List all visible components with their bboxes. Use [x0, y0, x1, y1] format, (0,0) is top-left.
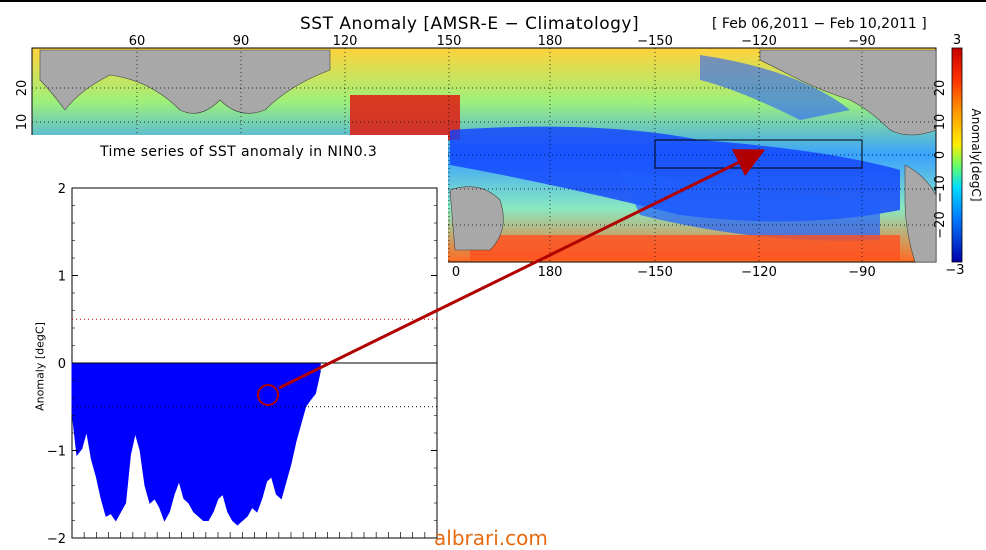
left-lat-tick: 10 [15, 114, 30, 131]
chart-title: Time series of SST anomaly in NIN0.3 [100, 144, 378, 160]
right-lat-tick: −10 [933, 175, 948, 202]
right-lat-tick: 20 [933, 80, 948, 97]
map-title: SST Anomaly [AMSR-E − Climatology] [300, 14, 640, 34]
top-lon-tick: 150 [437, 34, 462, 49]
right-lat-tick: 0 [933, 151, 948, 159]
left-lat-tick: 20 [15, 80, 30, 97]
bottom-lon-tick: −120 [741, 265, 777, 280]
top-lon-tick: −90 [848, 34, 875, 49]
right-lat-tick: −20 [933, 211, 948, 238]
top-lon-tick: 90 [233, 34, 250, 49]
bottom-lon-tick: −150 [637, 265, 673, 280]
right-lat-tick: 10 [933, 114, 948, 131]
colorbar-label: Anomaly[degC] [969, 109, 983, 202]
bottom-lon-tick: 180 [538, 265, 563, 280]
bottom-lon-tick: 0 [452, 265, 460, 280]
map-date-range: [ Feb 06,2011 − Feb 10,2011 ] [712, 16, 927, 32]
top-lon-tick: −150 [637, 34, 673, 49]
colorbar-max: 3 [953, 33, 961, 48]
top-border [0, 0, 986, 2]
top-lon-tick: −120 [741, 34, 777, 49]
time-series-panel [18, 135, 448, 548]
top-lon-tick: 120 [333, 34, 358, 49]
top-lon-tick: 180 [538, 34, 563, 49]
colorbar-min: −3 [945, 263, 964, 278]
bottom-lon-tick: −90 [848, 265, 875, 280]
chart-ylabel: Anomaly [degC] [33, 322, 47, 411]
colorbar [951, 47, 963, 263]
top-lon-tick: 60 [129, 34, 146, 49]
watermark: albrari.com [434, 526, 548, 550]
